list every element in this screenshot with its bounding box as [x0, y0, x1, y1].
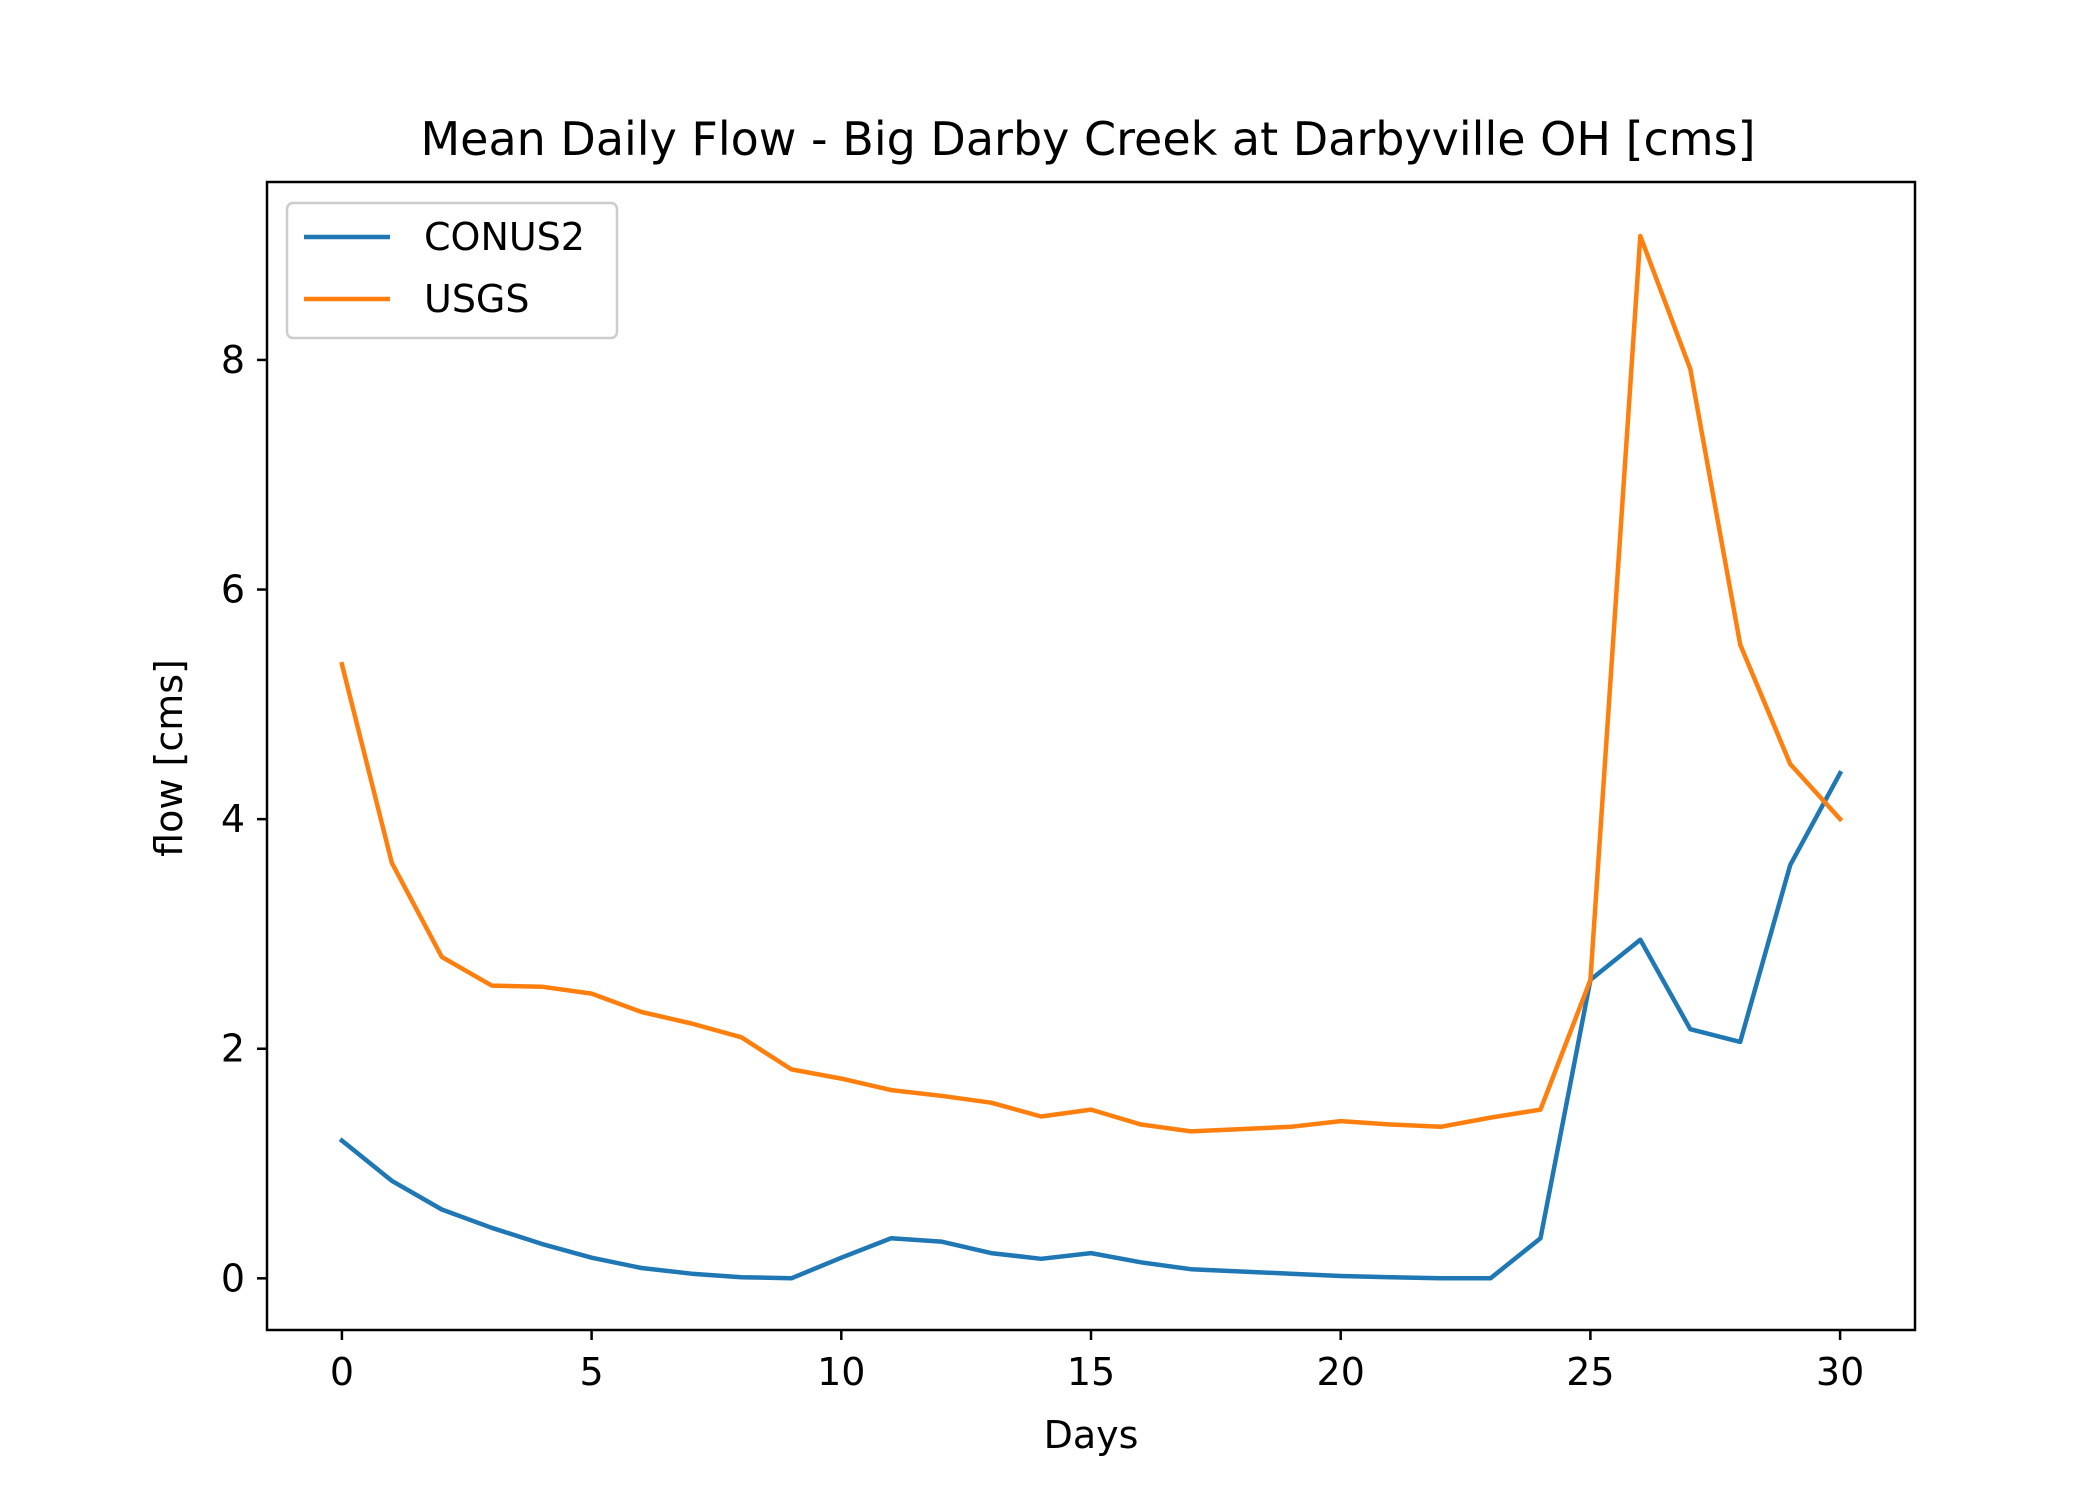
x-tick-label: 10 [817, 1350, 865, 1394]
legend: CONUS2 USGS [285, 201, 619, 340]
y-axis-title: flow [cms] [147, 659, 191, 857]
y-tick-label: 6 [221, 568, 245, 612]
y-axis-ticks: 0 2 4 6 8 [221, 338, 267, 1300]
x-axis-ticks: 0 5 10 15 20 25 30 [330, 1330, 1864, 1394]
x-axis-title: Days [1044, 1413, 1139, 1457]
y-tick-label: 0 [221, 1256, 245, 1300]
x-tick-label: 20 [1317, 1350, 1365, 1394]
legend-label-usgs: USGS [424, 277, 530, 321]
series-lines [338, 233, 1844, 1281]
y-tick-label: 8 [221, 338, 245, 382]
x-tick-label: 15 [1067, 1350, 1115, 1394]
y-tick-label: 4 [221, 797, 245, 841]
x-tick-label: 30 [1816, 1350, 1864, 1394]
y-tick-label: 2 [221, 1027, 245, 1071]
x-tick-label: 25 [1566, 1350, 1614, 1394]
legend-items: CONUS2 USGS [304, 215, 585, 321]
x-tick-label: 5 [580, 1350, 604, 1394]
series-line-usgs [339, 233, 1844, 1134]
chart-title: Mean Daily Flow - Big Darby Creek at Dar… [420, 112, 1755, 166]
x-tick-label: 0 [330, 1350, 354, 1394]
legend-label-conus2: CONUS2 [424, 215, 585, 259]
